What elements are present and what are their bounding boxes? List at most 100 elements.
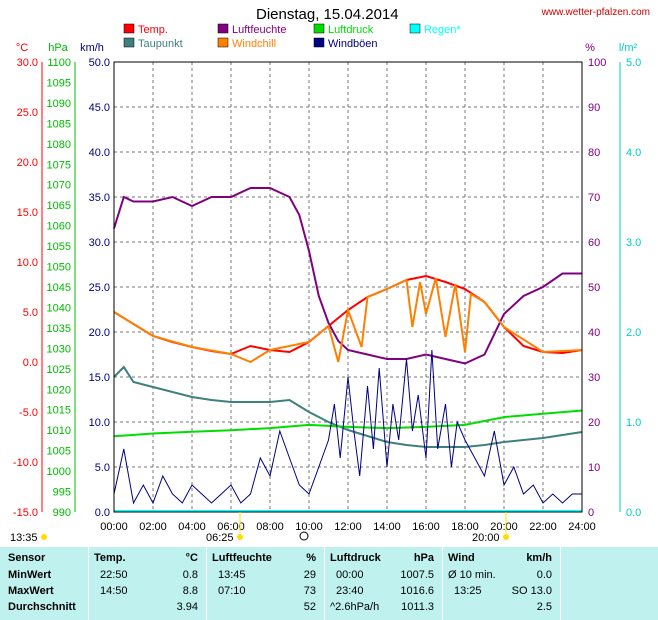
humidity-tick-label: 50 [588, 282, 600, 294]
moon-icon [299, 531, 309, 541]
wind-tick-label: 0.0 [95, 507, 110, 519]
pressure-tick-label: 1025 [47, 364, 71, 376]
header-humidity-unit: % [306, 552, 316, 564]
legend-swatch [123, 37, 135, 48]
humidity-tick-label: 10 [588, 462, 600, 474]
header-humidity: Luftfeuchte [212, 552, 272, 564]
temp-tick-label: -10.0 [13, 457, 38, 469]
x-tick-label: 14:00 [373, 521, 401, 533]
wind-tick-label: 25.0 [89, 282, 110, 294]
pressure-tick-label: 1075 [47, 159, 71, 171]
stats-table: Sensor Temp. °C Luftfeuchte % Luftdruck … [0, 546, 658, 620]
header-wind: Wind [448, 552, 475, 564]
pressure-value: 1016.6 [400, 585, 434, 597]
temp-tick-label: 25.0 [17, 107, 38, 119]
legend-label: Luftdruck [328, 24, 374, 36]
wind-tick-label: 50.0 [89, 57, 110, 69]
legend-swatch [217, 23, 229, 34]
rain-tick-label: 4.0 [626, 147, 641, 159]
legend-label: Luftfeuchte [232, 24, 286, 36]
pressure-tick-label: 1000 [47, 466, 71, 478]
pressure-time: 23:40 [336, 585, 364, 597]
plot-border [113, 61, 583, 513]
humidity-tick-label: 60 [588, 237, 600, 249]
humidity-tick-label: 70 [588, 192, 600, 204]
pressure-tick-label: 1035 [47, 323, 71, 335]
pressure-tick-label: 1020 [47, 384, 71, 396]
rain-tick-label: 2.0 [626, 327, 641, 339]
sun-icon [237, 534, 243, 540]
humidity-tick-label: 80 [588, 147, 600, 159]
stats-row-max: MaxWert 14:50 8.8 07:10 73 23:40 1016.6 … [0, 585, 658, 601]
sun-icon [503, 534, 509, 540]
legend-label: Regen* [424, 24, 461, 36]
pressure-time: 00:00 [336, 569, 364, 581]
legend-swatch [313, 23, 325, 34]
stats-row-avg: Durchschnitt 3.94 52 ^2.6hPa/h 1011.3 2.… [0, 601, 658, 617]
sun-icon [41, 534, 47, 540]
x-tick-label: 24:00 [568, 521, 596, 533]
x-tick-label: 18:00 [451, 521, 479, 533]
x-tick-label: 16:00 [412, 521, 440, 533]
sunset-label: 20:00 [472, 532, 500, 544]
wind-unit-label: km/h [80, 42, 104, 54]
pressure-tick-label: 1055 [47, 241, 71, 253]
humidity-tick-label: 20 [588, 417, 600, 429]
humidity-tick-label: 100 [588, 57, 606, 69]
chart-legend: Temp. Luftfeuchte Luftdruck Regen* Taupunkt W… [123, 23, 461, 50]
temp-tick-label: 20.0 [17, 157, 38, 169]
series-windchill [113, 277, 583, 364]
series-luftfeuchte [113, 187, 582, 365]
rain-unit-label: l/m² [619, 42, 638, 54]
x-tick-label: 02:00 [139, 521, 167, 533]
header-temp-unit: °C [185, 552, 198, 564]
row-label: Durchschnitt [8, 601, 76, 613]
x-tick-label: 22:00 [529, 521, 557, 533]
humidity-tick-label: 90 [588, 102, 600, 114]
header-pressure: Luftdruck [330, 552, 381, 564]
wind-tick-label: 15.0 [89, 372, 110, 384]
legend-label: Windchill [232, 38, 276, 50]
humidity-tick-label: 30 [588, 372, 600, 384]
x-tick-label: 10:00 [295, 521, 323, 533]
pressure-value: 1007.5 [400, 569, 434, 581]
site-link[interactable]: www.wetter-pfalzen.com [541, 7, 650, 18]
wind-time: Ø 10 min. [448, 569, 496, 581]
x-tick-label: 08:00 [256, 521, 284, 533]
temp-tick-label: 0.0 [23, 357, 38, 369]
pressure-tick-label: 1070 [47, 180, 71, 192]
weather-chart: 30.0 25.0 20.0 15.0 10.0 5.0 0.0 -5.0 -10.0 -15.0… [10, 23, 641, 544]
pressure-tick-label: 1030 [47, 343, 71, 355]
pressure-tick-label: 995 [53, 487, 71, 499]
legend-swatch [123, 23, 135, 34]
series-windb-en [113, 349, 582, 505]
pressure-tick-label: 1100 [47, 57, 71, 69]
temp-tick-label: 5.0 [23, 307, 38, 319]
header-sensor: Sensor [8, 552, 46, 564]
humidity-tick-label: 0 [588, 507, 594, 519]
chart-grid [114, 62, 582, 512]
humidity-value: 29 [303, 569, 316, 581]
chart-frame [41, 61, 621, 513]
sunrise-label: 06:25 [206, 532, 234, 544]
wind-value: 0.0 [536, 569, 552, 581]
pressure-tick-label: 1040 [47, 302, 71, 314]
legend-label: Taupunkt [138, 38, 183, 50]
temp-time: 22:50 [100, 569, 128, 581]
pressure-tick-label: 990 [53, 507, 71, 519]
pressure-tick-label: 1050 [47, 262, 71, 274]
row-label: MaxWert [8, 585, 54, 597]
temp-tick-label: -15.0 [13, 507, 38, 519]
x-tick-label: 06:00 [217, 521, 245, 533]
humidity-unit-label: % [585, 42, 595, 54]
header-temp: Temp. [94, 552, 126, 564]
temp-tick-label: 15.0 [17, 207, 38, 219]
wind-tick-label: 5.0 [95, 462, 110, 474]
humidity-time: 07:10 [218, 585, 246, 597]
wind-time: 13:25 [454, 585, 482, 597]
header-pressure-unit: hPa [413, 552, 434, 564]
pressure-trend: ^2.6hPa/h [330, 601, 380, 613]
axis-ticks: 30.0 25.0 20.0 15.0 10.0 5.0 0.0 -5.0 -10.0 -15.0… [13, 57, 641, 533]
wind-tick-label: 30.0 [89, 237, 110, 249]
temp-tick-label: 30.0 [17, 57, 38, 69]
